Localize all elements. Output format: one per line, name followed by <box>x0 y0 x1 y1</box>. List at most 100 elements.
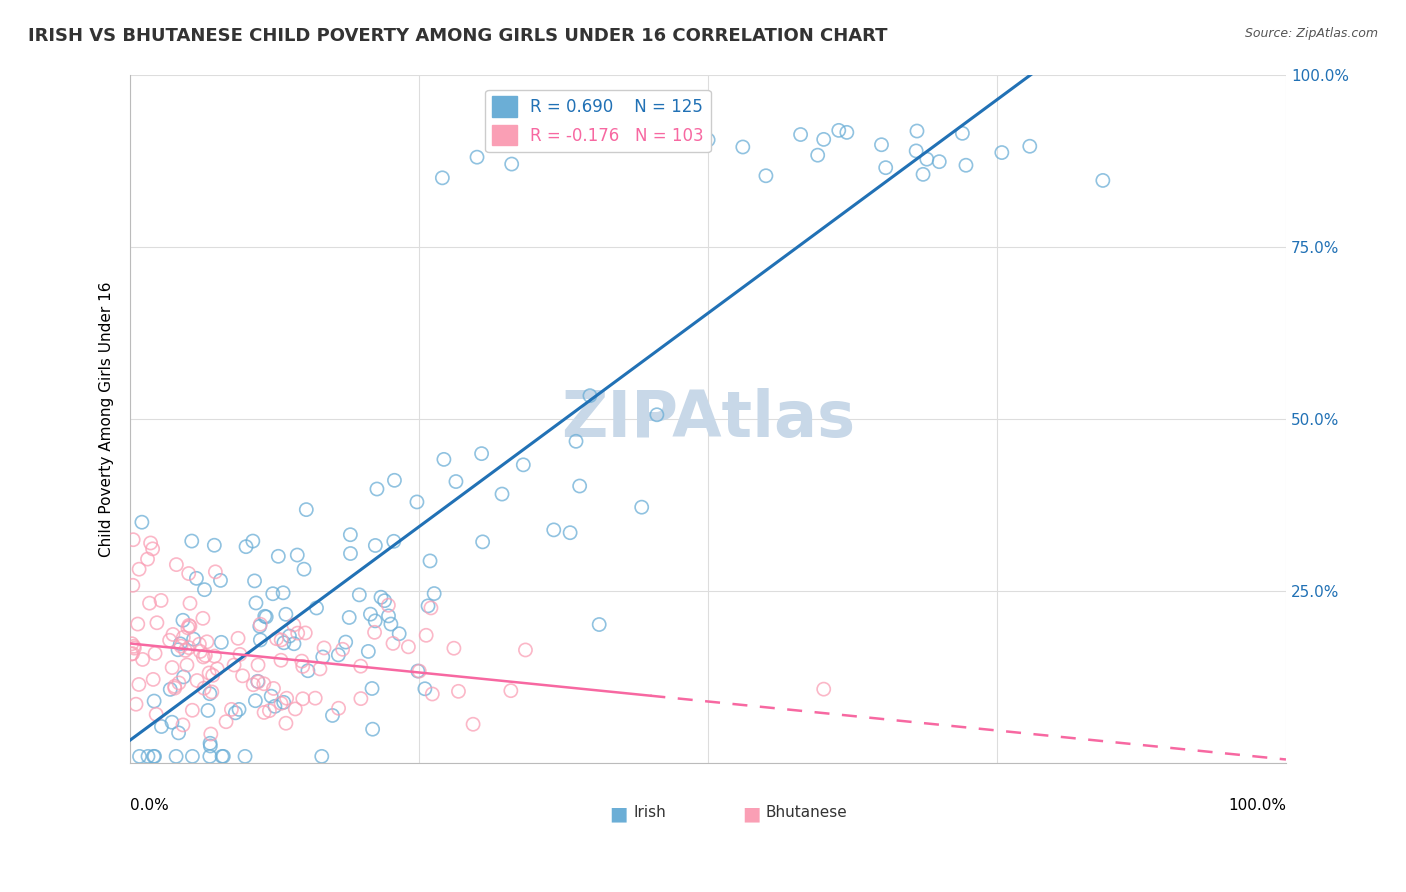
Point <box>233 749 256 764</box>
Point <box>245 694 267 708</box>
Point <box>630 500 652 515</box>
Point <box>193 582 215 597</box>
Point <box>172 631 194 645</box>
Point <box>328 648 350 662</box>
Point <box>173 670 195 684</box>
Point <box>122 533 145 547</box>
Point <box>167 642 190 657</box>
Point <box>163 681 186 695</box>
Point <box>461 717 484 731</box>
Point <box>377 599 399 613</box>
Point <box>167 726 190 740</box>
Point <box>875 161 897 175</box>
Point <box>291 654 314 668</box>
Point <box>198 736 221 750</box>
Point <box>246 674 269 689</box>
Point <box>181 749 204 764</box>
Point <box>309 662 332 676</box>
Point <box>121 647 143 661</box>
Point <box>285 548 308 562</box>
Point <box>419 554 441 568</box>
Point <box>292 562 315 576</box>
Point <box>291 691 314 706</box>
Point <box>247 657 270 672</box>
Point <box>361 681 384 696</box>
Point <box>179 596 201 610</box>
Point <box>198 665 221 680</box>
Point <box>565 434 588 449</box>
Point <box>501 157 523 171</box>
Point <box>337 610 360 624</box>
Point <box>339 527 361 541</box>
Point <box>266 632 288 646</box>
Point <box>221 702 243 716</box>
Point <box>905 124 928 138</box>
Point <box>176 657 198 672</box>
Point <box>197 703 219 717</box>
Point <box>905 144 928 158</box>
Point <box>807 148 830 162</box>
Point <box>364 614 387 628</box>
Point <box>447 684 470 698</box>
Point <box>143 694 166 708</box>
Point <box>1018 139 1040 153</box>
Point <box>180 534 202 549</box>
Point <box>169 637 191 651</box>
Point <box>350 659 373 673</box>
Point <box>499 683 522 698</box>
Point <box>328 701 350 715</box>
Point <box>311 749 333 764</box>
Point <box>332 642 354 657</box>
Point <box>254 610 277 624</box>
Point <box>143 647 166 661</box>
Point <box>209 635 232 649</box>
Point <box>172 718 194 732</box>
Point <box>813 132 835 146</box>
Point <box>950 126 973 140</box>
Text: ■: ■ <box>742 805 761 823</box>
Point <box>813 682 835 697</box>
Point <box>419 601 441 615</box>
Point <box>1091 173 1114 187</box>
Point <box>588 617 610 632</box>
Point <box>253 706 276 720</box>
Point <box>294 626 316 640</box>
Point <box>190 644 212 658</box>
Point <box>423 586 446 600</box>
Point <box>312 640 335 655</box>
Point <box>273 636 295 650</box>
Point <box>127 617 149 632</box>
Point <box>361 722 384 736</box>
Point <box>245 596 267 610</box>
Point <box>167 676 190 690</box>
Point <box>243 574 266 588</box>
Point <box>374 593 396 607</box>
Point <box>200 739 222 753</box>
Point <box>382 636 405 650</box>
Point <box>915 152 938 166</box>
Text: ZIPAtlas: ZIPAtlas <box>561 388 855 450</box>
Point <box>204 565 226 579</box>
Point <box>370 591 392 605</box>
Point <box>186 673 208 688</box>
Point <box>828 123 851 137</box>
Point <box>406 664 429 678</box>
Point <box>165 749 187 764</box>
Text: Source: ZipAtlas.com: Source: ZipAtlas.com <box>1244 27 1378 40</box>
Point <box>413 681 436 696</box>
Text: ■: ■ <box>609 805 627 823</box>
Point <box>179 619 201 633</box>
Point <box>312 650 335 665</box>
Point <box>249 617 271 632</box>
Point <box>955 158 977 172</box>
Point <box>263 681 285 696</box>
Point <box>912 167 935 181</box>
Point <box>558 525 581 540</box>
Point <box>259 704 281 718</box>
Point <box>142 673 165 687</box>
Point <box>198 749 221 764</box>
Point <box>697 133 720 147</box>
Point <box>260 689 283 703</box>
Y-axis label: Child Poverty Among Girls Under 16: Child Poverty Among Girls Under 16 <box>100 281 114 557</box>
Point <box>645 408 668 422</box>
